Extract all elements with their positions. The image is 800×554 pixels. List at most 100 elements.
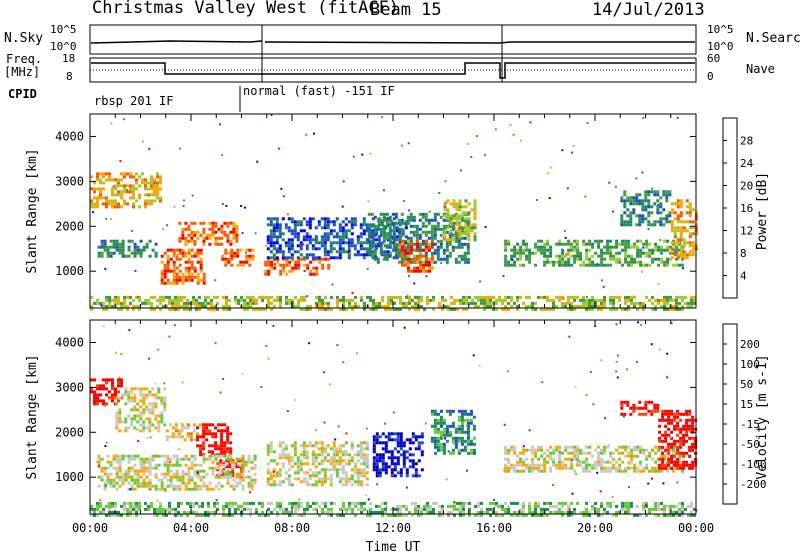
power-cell	[633, 304, 636, 308]
power-cell	[688, 226, 692, 230]
power-cell	[102, 187, 105, 191]
velocity-cell	[558, 466, 562, 470]
velocity-cell	[341, 471, 345, 475]
velocity-cell	[359, 447, 363, 451]
velocity-cell	[297, 504, 300, 508]
velocity-cell	[247, 475, 251, 479]
velocity-cell	[211, 472, 215, 476]
velocity-cell	[162, 510, 165, 514]
power-cell	[676, 226, 680, 230]
velocity-cell	[390, 462, 394, 466]
velocity-cell	[238, 463, 242, 467]
power-cell	[362, 241, 366, 245]
power-noise-cell	[586, 122, 589, 124]
power-cell	[367, 230, 371, 234]
power-cell	[656, 190, 660, 194]
power-cell	[623, 223, 627, 227]
power-cell	[409, 251, 413, 255]
power-cell	[348, 298, 351, 302]
power-cell	[433, 233, 437, 237]
power-cell	[405, 295, 408, 299]
velocity-cell	[439, 448, 443, 452]
power-cell	[641, 208, 645, 212]
velocity-cell	[354, 504, 357, 508]
power-cell	[365, 250, 369, 254]
velocity-cell	[347, 453, 351, 457]
velocity-cell	[172, 454, 176, 458]
velocity-cell	[154, 463, 158, 467]
power-cell	[296, 244, 300, 248]
power-cell	[452, 202, 456, 206]
velocity-cell	[320, 444, 324, 448]
velocity-cell	[460, 442, 464, 446]
power-cell	[654, 248, 658, 252]
velocity-cell	[284, 477, 288, 481]
power-cell	[117, 190, 120, 194]
velocity-cell	[472, 451, 476, 455]
power-cell	[519, 254, 523, 258]
velocity-cell	[414, 468, 418, 472]
power-cell	[458, 235, 462, 239]
power-cell	[436, 254, 440, 258]
velocity-cell	[142, 408, 146, 412]
power-cell	[669, 298, 672, 302]
velocity-cell	[142, 469, 146, 473]
velocity-cell	[682, 442, 686, 446]
power-cell	[365, 229, 369, 233]
velocity-cell	[151, 484, 155, 488]
velocity-cell	[396, 456, 400, 460]
power-cell	[229, 239, 233, 243]
velocity-cell	[294, 507, 297, 511]
power-cell	[549, 245, 553, 249]
power-cell	[224, 251, 228, 255]
power-cell	[612, 307, 615, 311]
power-cell	[311, 244, 315, 248]
power-cell	[665, 214, 669, 218]
velocity-cell	[250, 478, 254, 482]
velocity-cell	[399, 447, 403, 451]
velocity-cell	[690, 510, 693, 514]
power-cell	[141, 181, 144, 185]
velocity-cell	[244, 475, 248, 479]
velocity-cell	[157, 420, 161, 424]
power-cell	[682, 253, 686, 257]
power-cell	[576, 239, 580, 243]
power-noise-cell	[445, 201, 448, 204]
velocity-cell	[664, 430, 668, 434]
velocity-cell	[202, 457, 206, 461]
power-cell	[441, 298, 444, 302]
velocity-cell	[462, 501, 465, 505]
velocity-noise-cell	[356, 352, 358, 355]
power-cell	[120, 184, 123, 188]
velocity-cell	[353, 465, 357, 469]
power-cell	[329, 250, 333, 254]
power-cell	[516, 304, 519, 308]
power-cell	[367, 224, 371, 228]
velocity-cell	[186, 432, 190, 436]
power-cell	[660, 304, 663, 308]
velocity-cell	[363, 507, 366, 511]
power-cell	[474, 304, 477, 308]
power-cell	[676, 214, 680, 218]
power-noise-cell	[651, 187, 654, 190]
velocity-cell	[661, 451, 665, 455]
power-cell	[159, 187, 162, 191]
velocity-cell	[676, 427, 680, 431]
velocity-cell	[513, 463, 517, 467]
velocity-cell	[448, 412, 452, 416]
velocity-cell	[253, 478, 257, 482]
power-cell	[285, 298, 288, 302]
velocity-cell	[439, 409, 443, 413]
power-cell	[321, 257, 325, 261]
velocity-cell	[624, 448, 628, 452]
power-cell	[430, 224, 434, 228]
power-cell	[315, 272, 319, 276]
power-cell	[172, 281, 176, 285]
power-cell	[132, 298, 135, 302]
power-cell	[278, 223, 282, 227]
velocity-cell	[338, 459, 342, 463]
power-cell	[679, 253, 683, 257]
power-cell	[121, 245, 125, 249]
power-cell	[528, 260, 532, 264]
power-cell	[591, 295, 594, 299]
